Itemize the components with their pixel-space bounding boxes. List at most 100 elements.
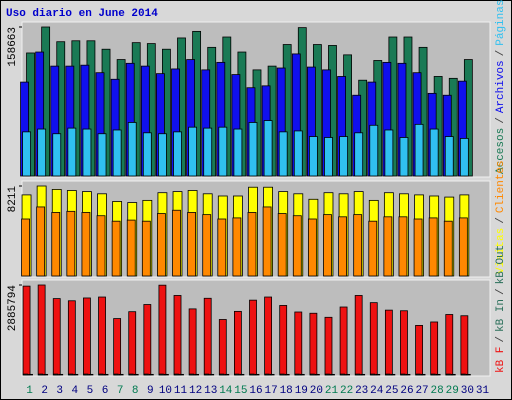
bar bbox=[430, 321, 439, 376]
bar bbox=[218, 319, 227, 376]
bar bbox=[445, 373, 451, 376]
bar bbox=[113, 318, 122, 376]
y-tick-label: 158663 bbox=[7, 27, 19, 67]
x-tick-label: 24 bbox=[370, 385, 384, 397]
bar bbox=[83, 373, 89, 376]
bar bbox=[172, 209, 181, 277]
bar bbox=[429, 128, 439, 177]
x-tick-label: 15 bbox=[234, 385, 247, 397]
bar bbox=[339, 306, 348, 376]
bar bbox=[217, 218, 227, 277]
x-tick-label: 17 bbox=[264, 385, 277, 397]
legend-separator: / bbox=[495, 336, 507, 343]
x-tick-label: 27 bbox=[415, 385, 428, 397]
bar bbox=[164, 373, 169, 376]
bar bbox=[233, 128, 243, 177]
legend-entry: Archivos bbox=[495, 60, 507, 113]
bar bbox=[219, 373, 225, 376]
bar bbox=[384, 129, 394, 177]
bar bbox=[22, 285, 31, 376]
bar bbox=[465, 373, 471, 376]
bar bbox=[96, 215, 106, 277]
bar bbox=[330, 373, 335, 376]
legend: Accesos / Archivos / Páginas bbox=[495, 0, 507, 174]
x-tick-label: 18 bbox=[280, 385, 293, 397]
bar bbox=[204, 373, 210, 376]
bar bbox=[88, 373, 94, 376]
bar bbox=[450, 373, 456, 376]
legend-separator: / bbox=[495, 217, 507, 224]
bar bbox=[23, 373, 28, 376]
bar bbox=[269, 373, 275, 376]
bar bbox=[264, 373, 270, 376]
bar bbox=[51, 212, 61, 277]
bar bbox=[179, 373, 184, 376]
bar bbox=[232, 217, 242, 277]
bar bbox=[390, 373, 396, 376]
bar bbox=[445, 314, 454, 376]
bar bbox=[173, 295, 182, 376]
bar bbox=[158, 133, 167, 177]
x-tick-label: 29 bbox=[446, 385, 459, 397]
bar bbox=[249, 373, 255, 376]
x-tick-label: 10 bbox=[159, 385, 172, 397]
bar bbox=[128, 373, 134, 376]
bar bbox=[203, 127, 213, 177]
bar bbox=[369, 302, 378, 376]
bar bbox=[383, 216, 393, 277]
bar bbox=[249, 299, 257, 376]
bar bbox=[81, 212, 91, 277]
bar bbox=[52, 298, 61, 376]
bar bbox=[459, 138, 469, 177]
bar bbox=[202, 214, 212, 277]
legend-separator: / bbox=[495, 117, 507, 124]
bar bbox=[141, 220, 151, 277]
bar bbox=[38, 373, 44, 376]
bar bbox=[113, 373, 119, 376]
x-tick-label: 13 bbox=[204, 385, 217, 397]
bar bbox=[278, 131, 288, 177]
bar bbox=[67, 127, 77, 177]
bar bbox=[37, 284, 46, 376]
legend: Visitas / Clientes bbox=[495, 160, 507, 274]
bar bbox=[460, 373, 466, 376]
bar bbox=[324, 316, 333, 376]
legend-entry: Visitas bbox=[495, 228, 507, 274]
bar bbox=[384, 309, 393, 376]
bar bbox=[187, 212, 197, 277]
bar bbox=[111, 220, 121, 277]
x-tick-label: 25 bbox=[385, 385, 398, 397]
bar bbox=[435, 373, 441, 376]
x-tick-label: 16 bbox=[249, 385, 262, 397]
bar bbox=[420, 373, 426, 376]
x-tick-label: 1 bbox=[26, 385, 33, 397]
bar bbox=[82, 128, 92, 177]
bar bbox=[143, 373, 149, 376]
bar bbox=[354, 132, 364, 177]
bar bbox=[294, 311, 303, 376]
legend-entry: kB F bbox=[495, 347, 507, 373]
bar bbox=[148, 373, 154, 376]
x-tick-label: 23 bbox=[355, 385, 368, 397]
x-tick-label: 20 bbox=[310, 385, 323, 397]
bar bbox=[370, 373, 376, 376]
legend-entry: Clientes bbox=[495, 160, 507, 213]
bar bbox=[21, 218, 30, 277]
bar bbox=[127, 122, 137, 177]
bar bbox=[112, 129, 122, 177]
bar bbox=[443, 220, 453, 277]
bar bbox=[97, 133, 107, 177]
bar bbox=[294, 373, 300, 376]
bar bbox=[398, 216, 408, 277]
bar bbox=[248, 122, 258, 177]
bar bbox=[194, 373, 200, 376]
x-tick-label: 7 bbox=[117, 385, 124, 397]
x-tick-label: 21 bbox=[325, 385, 339, 397]
bar bbox=[262, 206, 272, 277]
bar bbox=[279, 305, 288, 376]
bar bbox=[159, 373, 164, 376]
bar bbox=[314, 373, 320, 376]
bar bbox=[353, 214, 363, 277]
y-tick-label: 8211 bbox=[7, 186, 19, 213]
